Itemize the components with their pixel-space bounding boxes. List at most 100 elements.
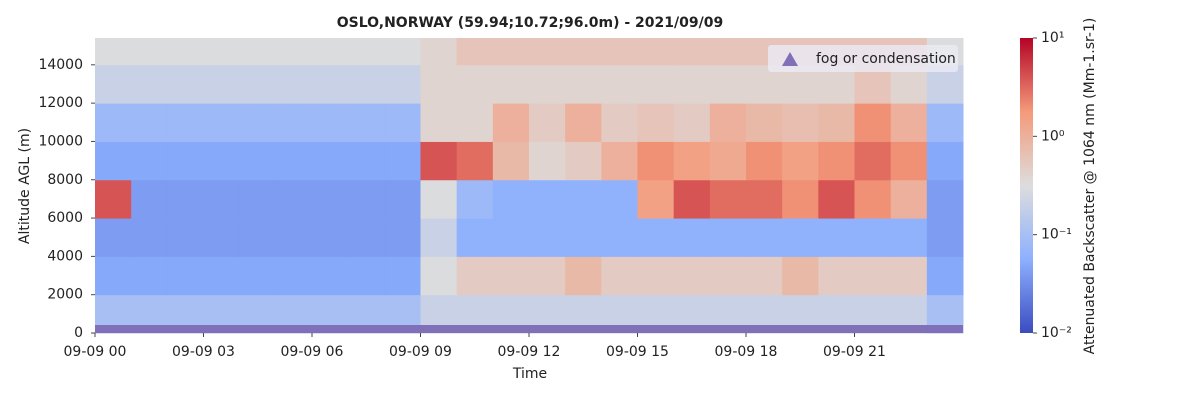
heat-cell xyxy=(492,64,530,104)
x-tick-label: 09-09 03 xyxy=(172,344,235,360)
heat-cell xyxy=(529,38,566,66)
heat-cell xyxy=(782,218,819,257)
x-tick-label: 09-09 06 xyxy=(281,344,344,360)
heat-cell xyxy=(203,64,241,104)
heat-cell xyxy=(601,256,638,296)
heat-cell xyxy=(239,256,277,296)
heat-cell xyxy=(275,256,313,296)
heat-cell xyxy=(384,218,421,257)
heat-cell xyxy=(167,179,204,219)
heat-cell xyxy=(926,141,964,181)
x-tick-label: 09-09 21 xyxy=(823,344,886,360)
heat-cell xyxy=(709,256,747,296)
legend-marker xyxy=(782,52,798,66)
heat-cell xyxy=(131,256,168,296)
heat-cell xyxy=(601,103,638,142)
heat-cell xyxy=(312,64,349,104)
heat-cell xyxy=(420,141,458,181)
y-tick-label: 0 xyxy=(74,325,83,341)
heat-cell xyxy=(456,103,494,142)
heat-cell xyxy=(673,103,711,142)
heat-cell xyxy=(131,141,168,181)
heat-cell xyxy=(746,103,783,142)
heat-cell xyxy=(203,256,241,296)
heat-cell xyxy=(782,103,819,142)
heat-cell xyxy=(818,256,855,296)
heat-cell xyxy=(492,103,530,142)
heat-cell xyxy=(167,218,204,257)
heat-cell xyxy=(239,141,277,181)
heat-cell xyxy=(709,38,747,66)
heat-cell xyxy=(167,64,204,104)
heat-cell xyxy=(854,179,892,219)
heat-cell xyxy=(203,218,241,257)
heat-cell xyxy=(384,256,421,296)
colorbar xyxy=(1020,38,1033,333)
heat-cell xyxy=(673,64,711,104)
heat-cell xyxy=(746,141,783,181)
heat-cell xyxy=(601,141,638,181)
heat-cell xyxy=(384,38,421,66)
heat-cell xyxy=(239,179,277,219)
heat-cell xyxy=(890,179,928,219)
x-axis-label: Time xyxy=(512,366,547,382)
heat-cell xyxy=(890,218,928,257)
heat-cell xyxy=(492,141,530,181)
heat-cell xyxy=(95,103,132,142)
y-tick-label: 12000 xyxy=(38,95,83,111)
heat-cell xyxy=(818,179,855,219)
heat-cell xyxy=(854,218,892,257)
heat-cell xyxy=(420,103,458,142)
heat-cell xyxy=(529,64,566,104)
heat-cell xyxy=(348,64,385,104)
heat-cell xyxy=(529,141,566,181)
heat-cell xyxy=(312,141,349,181)
y-tick-label: 10000 xyxy=(38,133,83,149)
heat-cell xyxy=(926,103,964,142)
heat-cell xyxy=(456,218,494,257)
y-tick-label: 2000 xyxy=(47,287,83,303)
heat-cell xyxy=(492,218,530,257)
legend: fog or condensation xyxy=(768,45,958,72)
x-tick-label: 09-09 00 xyxy=(64,344,127,360)
colorbar-tick-label: 10⁻¹ xyxy=(1041,227,1072,243)
heat-cell xyxy=(673,38,711,66)
colorbar-tick-label: 10⁰ xyxy=(1041,128,1065,144)
heat-cell xyxy=(782,256,819,296)
heat-cell xyxy=(529,103,566,142)
colorbar-tick-label: 10⁻² xyxy=(1041,325,1072,341)
heat-cell xyxy=(348,141,385,181)
heat-cell xyxy=(709,141,747,181)
heat-cell xyxy=(637,179,675,219)
heat-cell xyxy=(601,218,638,257)
heat-cell xyxy=(167,103,204,142)
x-tick-label: 09-09 12 xyxy=(498,344,561,360)
heat-cell xyxy=(420,38,458,66)
heat-cell xyxy=(746,256,783,296)
heat-cell xyxy=(456,64,494,104)
heat-cell xyxy=(926,179,964,219)
heat-cell xyxy=(384,179,421,219)
heat-cell xyxy=(275,141,313,181)
heat-cell xyxy=(565,38,602,66)
heat-cell xyxy=(312,256,349,296)
heat-cell xyxy=(275,179,313,219)
heat-cell xyxy=(492,38,530,66)
heat-cell xyxy=(275,218,313,257)
heat-cell xyxy=(167,141,204,181)
heat-cell xyxy=(312,103,349,142)
heat-cell xyxy=(890,141,928,181)
heat-cell xyxy=(637,218,675,257)
heat-cell xyxy=(565,179,602,219)
heat-cell xyxy=(637,38,675,66)
heat-cell xyxy=(95,141,132,181)
heat-cell xyxy=(746,218,783,257)
heat-cell xyxy=(746,179,783,219)
heat-cell xyxy=(456,256,494,296)
heat-cell xyxy=(384,141,421,181)
heat-cell xyxy=(709,103,747,142)
heat-cell xyxy=(854,103,892,142)
heat-cell xyxy=(131,179,168,219)
heat-cell xyxy=(637,103,675,142)
heat-cell xyxy=(492,256,530,296)
